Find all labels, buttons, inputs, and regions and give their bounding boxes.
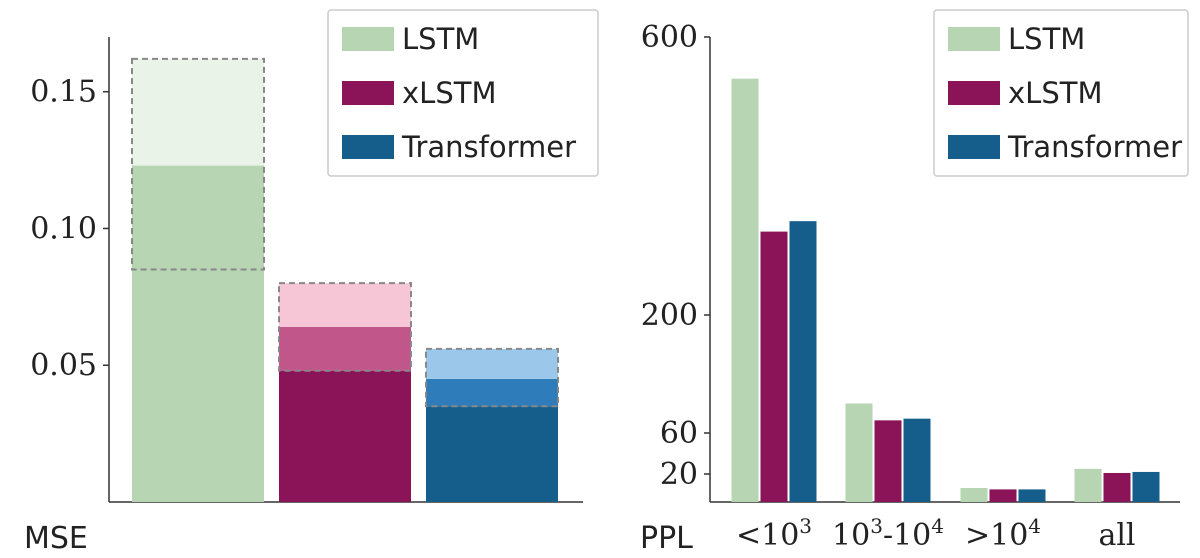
bar-transformer-3 <box>1132 471 1160 502</box>
x-tick-label: <103 <box>736 514 812 553</box>
bar-lstm-0 <box>731 78 759 502</box>
bar-lstm-mid <box>132 165 264 270</box>
error-box-lstm <box>131 57 265 271</box>
y-tick-label: 200 <box>641 298 698 333</box>
y-tick-label: 0.15 <box>30 75 97 110</box>
bar-lstm-3 <box>1074 468 1102 502</box>
x-tick-label: all <box>1098 518 1135 553</box>
bar-lstm-base <box>132 269 264 502</box>
bar-xlstm-1 <box>874 420 902 502</box>
bar-lstm-2 <box>960 488 988 502</box>
bar-xlstm-0 <box>760 231 788 502</box>
legend-label-transformer: Transformer <box>1007 130 1182 164</box>
y-tick-label: 0.05 <box>30 348 97 383</box>
y-tick-label: 20 <box>660 457 698 492</box>
legend-swatch-lstm <box>342 27 394 51</box>
bar-xlstm-mid <box>279 326 411 371</box>
bar-transformer-1 <box>903 418 931 502</box>
bar-lstm-1 <box>845 403 873 502</box>
bar-transformer-2 <box>1018 489 1046 502</box>
legend-box <box>327 9 599 177</box>
bar-lstm-upper <box>132 58 264 166</box>
legend-label-xlstm: xLSTM <box>402 76 496 110</box>
bar-transformer-mid <box>426 378 558 407</box>
legend-label-transformer: Transformer <box>401 130 576 164</box>
x-tick-label: >104 <box>965 514 1041 553</box>
ppl-chart: 20 60 200 600 <103 103-104 >104 all PPL LSTM xLSTM… <box>640 9 1189 556</box>
legend-box <box>933 9 1189 177</box>
bar-transformer-upper <box>426 348 558 379</box>
legend-label-xlstm: xLSTM <box>1008 76 1102 110</box>
error-box-xlstm <box>278 282 412 372</box>
legend-swatch-transformer <box>342 135 394 159</box>
bar-xlstm-2 <box>989 489 1017 502</box>
bar-xlstm-3 <box>1103 472 1131 502</box>
mse-chart: 0.05 0.10 0.15 MSE LSTM xLSTM Transformer <box>24 9 599 556</box>
bar-xlstm-upper <box>279 283 411 327</box>
legend-swatch-lstm <box>948 27 1000 51</box>
y-axis-label: PPL <box>640 521 693 556</box>
legend-swatch-transformer <box>948 135 1000 159</box>
y-tick-label: 0.10 <box>30 211 97 246</box>
legend-swatch-xlstm <box>948 81 1000 105</box>
bar-transformer-0 <box>789 221 817 503</box>
y-tick-label: 60 <box>660 416 698 451</box>
error-box-transformer <box>425 347 559 408</box>
x-tick-label: 103-104 <box>832 514 944 553</box>
bar-transformer-base <box>426 406 558 502</box>
legend-label-lstm: LSTM <box>1008 22 1085 56</box>
y-axis-label: MSE <box>24 521 88 556</box>
bar-xlstm-base <box>279 370 411 502</box>
legend-swatch-xlstm <box>342 81 394 105</box>
y-tick-label: 600 <box>641 20 698 55</box>
legend-label-lstm: LSTM <box>402 22 479 56</box>
